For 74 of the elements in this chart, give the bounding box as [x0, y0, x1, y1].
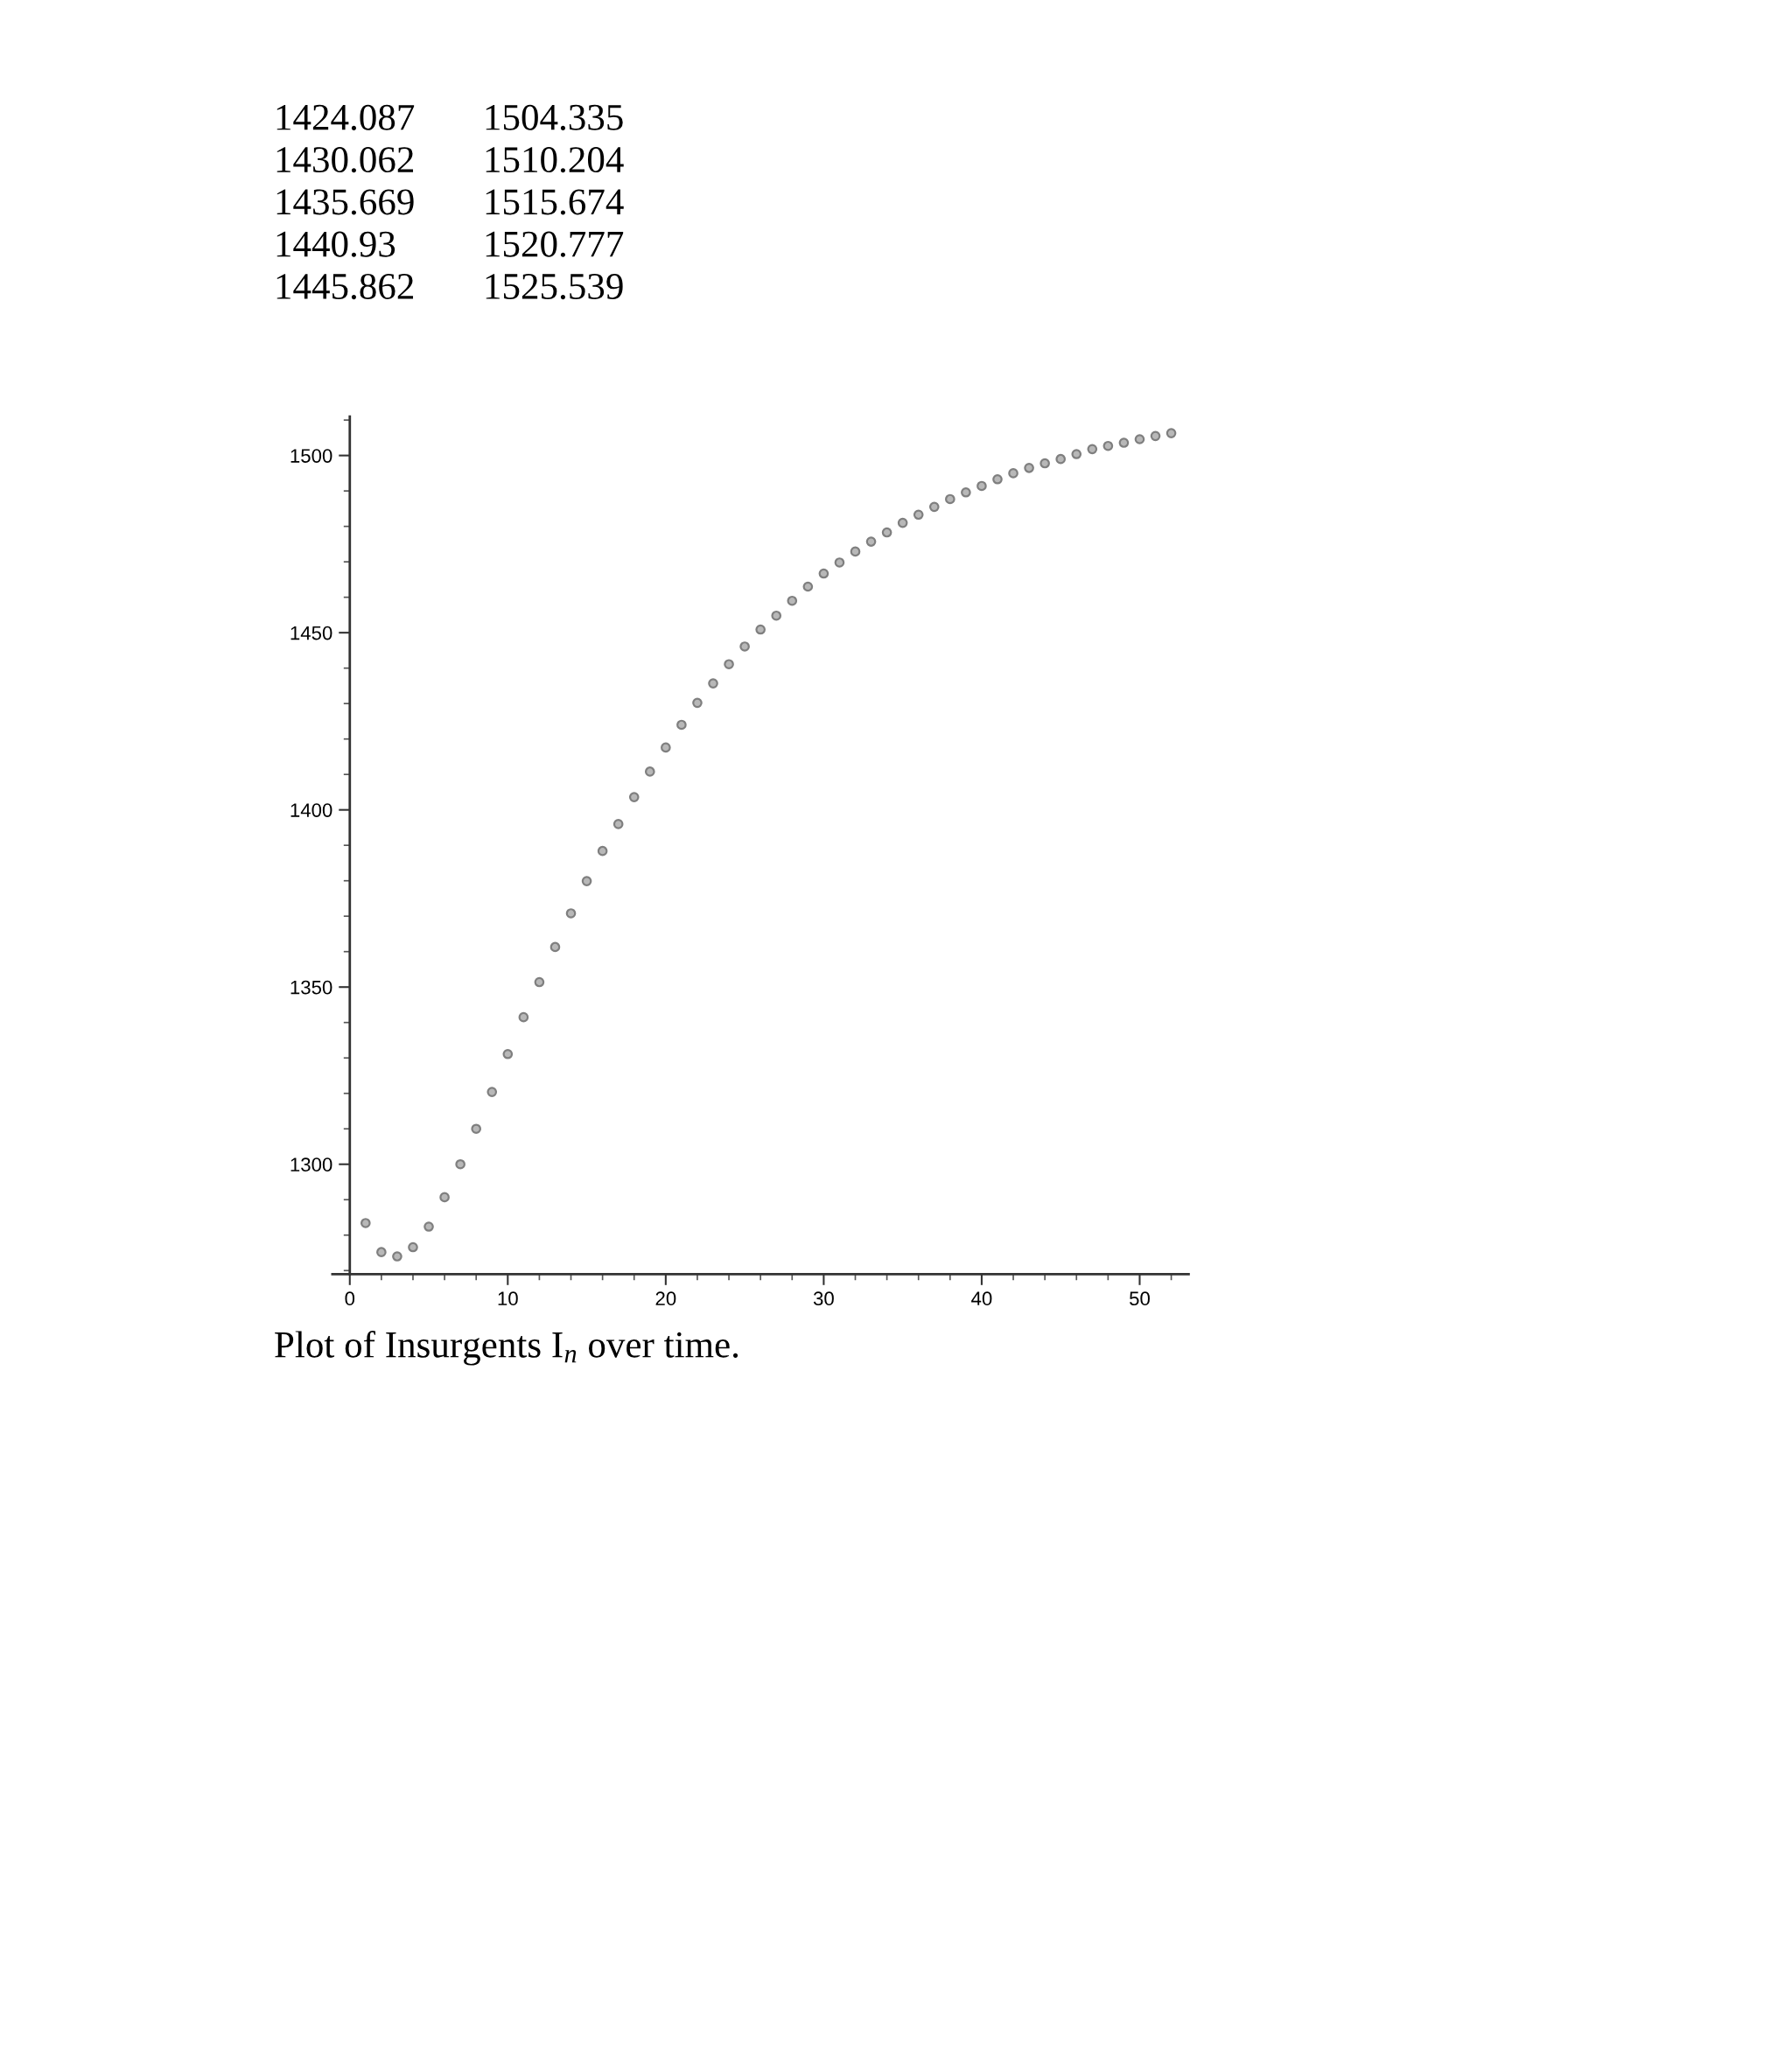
- y-tick-label: 1400: [290, 803, 332, 817]
- point: [755, 624, 766, 635]
- text: 1515.674: [486, 189, 624, 215]
- text: 1435.669: [276, 189, 414, 215]
- point: [850, 546, 861, 557]
- y-tick-label: 1500: [290, 449, 332, 463]
- point: [771, 610, 782, 621]
- point: [392, 1251, 402, 1262]
- point: [597, 845, 608, 857]
- point: [1024, 462, 1034, 473]
- point: [376, 1247, 387, 1258]
- point: [565, 908, 577, 919]
- point: [628, 792, 640, 802]
- point: [897, 517, 908, 528]
- point: [787, 595, 798, 606]
- point: [708, 678, 718, 689]
- point: [439, 1192, 450, 1203]
- point: [644, 766, 655, 777]
- point: [1166, 428, 1177, 438]
- point: [1008, 468, 1018, 479]
- y-tick-label: 1350: [290, 980, 332, 995]
- point: [802, 581, 814, 592]
- point: [739, 641, 750, 652]
- x-tick-label: 0: [345, 1291, 355, 1306]
- text: 1520.777: [486, 231, 624, 257]
- point: [976, 480, 987, 492]
- y-tick-label: 1450: [290, 626, 332, 640]
- point: [612, 819, 624, 829]
- point: [928, 501, 940, 513]
- point: [424, 1221, 434, 1232]
- text: 1424.087: [276, 104, 415, 130]
- point: [865, 536, 877, 547]
- point: [1040, 458, 1050, 469]
- point: [534, 976, 545, 988]
- point: [1134, 434, 1145, 444]
- point: [360, 1218, 371, 1228]
- point: [455, 1158, 466, 1170]
- point: [471, 1123, 482, 1135]
- point: [1071, 449, 1082, 459]
- point: [518, 1011, 529, 1023]
- point: [881, 527, 892, 538]
- text: 1440.93: [276, 231, 396, 257]
- point: [1055, 453, 1067, 465]
- x-tick-label: 20: [655, 1291, 676, 1306]
- x-tick-label: 40: [971, 1291, 992, 1306]
- point: [502, 1048, 514, 1059]
- point: [961, 486, 971, 498]
- text: 1510.204: [486, 147, 624, 173]
- point: [1102, 440, 1114, 451]
- x-tick-label: 30: [813, 1291, 834, 1306]
- text: 1525.539: [486, 274, 623, 300]
- point: [1118, 437, 1130, 448]
- x-tick-label: 10: [498, 1291, 518, 1306]
- y-tick-label: 1300: [290, 1157, 332, 1172]
- point: [945, 493, 956, 505]
- point: [486, 1087, 498, 1097]
- point: [581, 876, 592, 886]
- x-tick-label: 50: [1130, 1291, 1150, 1306]
- point: [913, 509, 924, 521]
- point: [661, 742, 671, 753]
- point: [676, 719, 687, 731]
- point: [724, 659, 734, 670]
- point: [692, 697, 703, 709]
- point: [1087, 444, 1098, 455]
- point: [834, 557, 845, 568]
- text: Plot of Insurgents I$_{n}$ over time.: [275, 1330, 738, 1366]
- point: [818, 568, 830, 579]
- point: [992, 473, 1003, 485]
- text: 1430.062: [276, 147, 414, 173]
- point: [550, 941, 561, 953]
- point: [408, 1241, 418, 1253]
- text: 1445.862: [276, 273, 414, 300]
- point: [1150, 430, 1161, 442]
- text: 1504.335: [486, 104, 623, 130]
